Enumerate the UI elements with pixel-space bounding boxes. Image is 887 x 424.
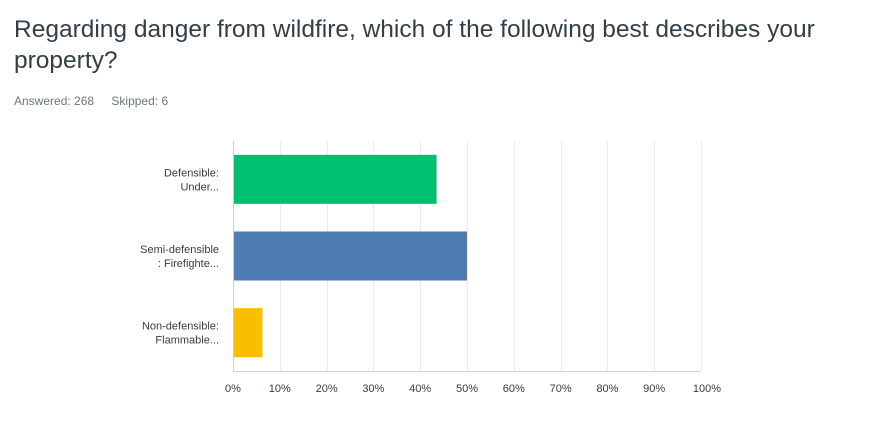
x-tick-label: 90% — [643, 383, 665, 395]
x-tick-label: 40% — [409, 383, 431, 395]
answered-count: Answered: 268 — [14, 94, 95, 108]
x-tick-label: 100% — [693, 383, 721, 395]
x-tick-label: 20% — [316, 383, 338, 395]
category-label: : Firefighte... — [158, 258, 219, 270]
x-tick-label: 50% — [456, 383, 478, 395]
category-label: Defensible: — [164, 167, 219, 179]
category-label: Semi-defensible — [140, 244, 219, 256]
question-title: Regarding danger from wildfire, which of… — [14, 16, 815, 74]
x-tick-label: 30% — [362, 383, 384, 395]
x-tick-label: 0% — [225, 383, 241, 395]
skipped-count: Skipped: 6 — [111, 94, 169, 108]
category-label: Under... — [180, 181, 219, 193]
x-tick-label: 10% — [269, 383, 291, 395]
bar — [234, 308, 263, 358]
x-tick-label: 80% — [596, 383, 618, 395]
x-tick-label: 70% — [550, 383, 572, 395]
bar — [234, 231, 467, 281]
x-tick-label: 60% — [503, 383, 525, 395]
category-label: Non-defensible: — [142, 321, 219, 333]
response-stats: Answered: 268 Skipped: 6 — [14, 94, 182, 108]
category-label: Flammable... — [155, 335, 219, 347]
bar — [234, 154, 437, 204]
